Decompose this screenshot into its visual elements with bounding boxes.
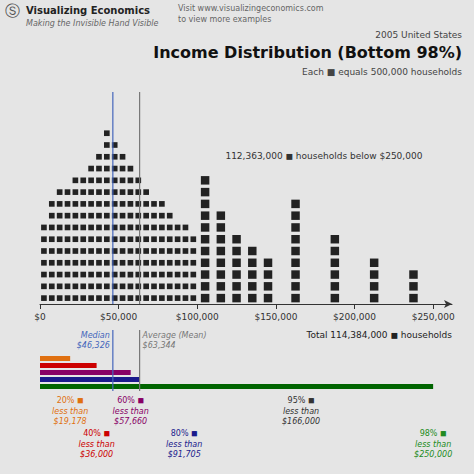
svg-text:$46,326: $46,326	[77, 341, 110, 350]
svg-text:112,363,000 ◼ households below: 112,363,000 ◼ households below $250,000	[225, 151, 422, 161]
svg-text:Total 114,384,000 ◼ households: Total 114,384,000 ◼ households	[305, 330, 452, 340]
svg-text:98% ◼: 98% ◼	[420, 429, 447, 438]
svg-text:$19,178: $19,178	[54, 417, 87, 426]
svg-text:less than: less than	[52, 407, 88, 416]
svg-text:$63,344: $63,344	[143, 341, 176, 350]
svg-text:95% ◼: 95% ◼	[288, 396, 315, 405]
svg-text:$50,000: $50,000	[100, 312, 137, 322]
svg-text:Median: Median	[81, 331, 110, 340]
svg-text:Income Distribution (Bottom 98: Income Distribution (Bottom 98%)	[153, 43, 462, 62]
svg-text:less than: less than	[113, 407, 149, 416]
svg-text:$0: $0	[34, 312, 46, 322]
svg-text:40% ◼: 40% ◼	[83, 429, 110, 438]
svg-text:2005 United States: 2005 United States	[375, 30, 462, 40]
svg-text:Making the Invisible Hand Visi: Making the Invisible Hand Visible	[26, 19, 159, 28]
svg-text:$100,000: $100,000	[176, 312, 219, 322]
svg-text:Visualizing Economics: Visualizing Economics	[26, 5, 150, 16]
svg-text:$36,000: $36,000	[80, 450, 113, 459]
svg-text:less than: less than	[415, 440, 451, 449]
svg-text:Visit www.visualizingeconomics: Visit www.visualizingeconomics.com	[178, 4, 324, 13]
svg-text:$150,000: $150,000	[254, 312, 297, 322]
svg-text:$91,705: $91,705	[168, 450, 201, 459]
svg-text:$57,660: $57,660	[114, 417, 147, 426]
svg-text:Average (Mean): Average (Mean)	[142, 331, 207, 340]
svg-text:60% ◼: 60% ◼	[117, 396, 144, 405]
svg-text:less than: less than	[283, 407, 319, 416]
svg-text:Ⓢ: Ⓢ	[5, 2, 20, 20]
svg-text:$250,000: $250,000	[414, 450, 452, 459]
svg-text:80% ◼: 80% ◼	[171, 429, 198, 438]
svg-text:less than: less than	[79, 440, 115, 449]
svg-text:less than: less than	[166, 440, 202, 449]
svg-text:$166,000: $166,000	[282, 417, 320, 426]
svg-text:$250,000: $250,000	[412, 312, 455, 322]
svg-text:to view more examples: to view more examples	[178, 15, 271, 24]
svg-text:20% ◼: 20% ◼	[57, 396, 84, 405]
svg-text:Each ■ equals 500,000 househol: Each ■ equals 500,000 households	[302, 67, 462, 77]
svg-text:$200,000: $200,000	[333, 312, 376, 322]
